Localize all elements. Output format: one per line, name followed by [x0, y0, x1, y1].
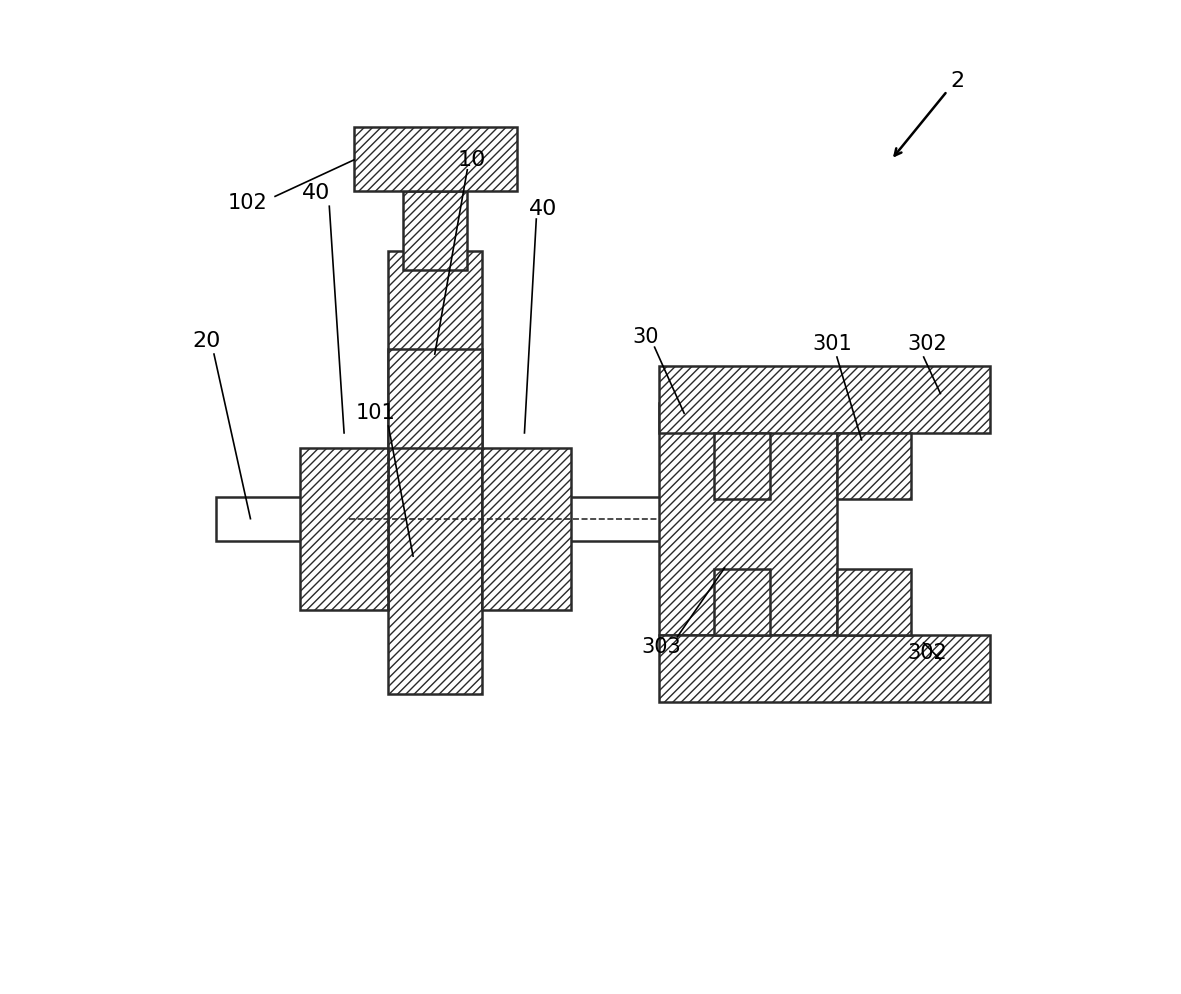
Bar: [216, 497, 729, 542]
Bar: [482, 447, 570, 610]
Bar: [403, 192, 468, 270]
Text: 10: 10: [458, 150, 487, 170]
Bar: [837, 433, 911, 499]
Text: 303: 303: [641, 637, 681, 657]
Bar: [837, 569, 911, 635]
Text: 40: 40: [302, 184, 331, 204]
Bar: [713, 433, 770, 499]
Bar: [354, 127, 516, 192]
Text: 301: 301: [813, 334, 852, 354]
Text: 302: 302: [908, 643, 947, 663]
Text: 102: 102: [228, 193, 267, 214]
Text: 2: 2: [950, 71, 964, 91]
Bar: [659, 366, 990, 433]
Bar: [713, 569, 770, 635]
Text: 101: 101: [355, 404, 396, 423]
Text: 40: 40: [529, 199, 557, 220]
Text: 302: 302: [908, 334, 947, 354]
Bar: [659, 635, 990, 702]
Text: 30: 30: [633, 327, 659, 347]
Bar: [389, 349, 482, 447]
Bar: [659, 404, 837, 635]
Text: 20: 20: [191, 331, 221, 351]
Bar: [389, 250, 482, 694]
Bar: [300, 447, 389, 610]
